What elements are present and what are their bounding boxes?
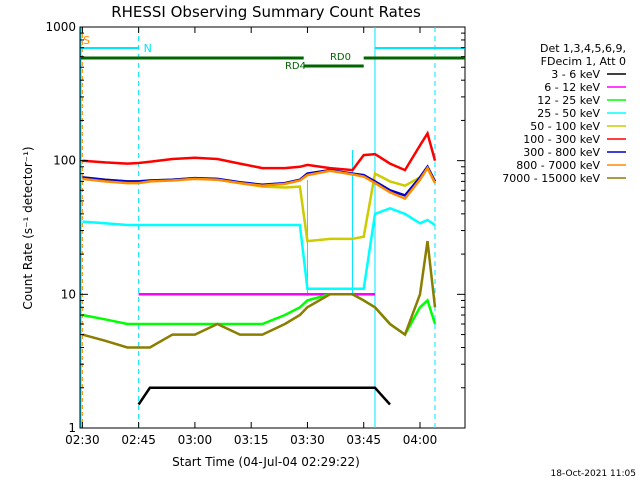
series-7	[82, 165, 437, 201]
saa-label: S	[83, 34, 90, 47]
legend-label-5: 100 - 300 keV	[523, 133, 600, 146]
series-0	[137, 386, 391, 406]
series-line-7	[82, 165, 437, 201]
series-5	[82, 130, 437, 172]
legend-label-7: 800 - 7000 keV	[516, 159, 600, 172]
legend-label-4: 50 - 100 keV	[530, 120, 600, 133]
x-tick-label: 03:00	[178, 433, 213, 447]
y-tick-label: 1	[68, 421, 76, 435]
series-line-4	[82, 164, 437, 243]
x-tick-label: 03:30	[290, 433, 325, 447]
series-line-5	[82, 130, 437, 172]
x-tick-label: 02:45	[121, 433, 156, 447]
night-label: N	[144, 42, 152, 55]
axis-ticks: 02:30 02:45 03:00 03:15 03:30 03:45 04:00 1 10 10…	[45, 20, 465, 447]
legend-header-2: FDecim 1, Att 0	[541, 55, 626, 68]
legend-header-1: Det 1,3,4,5,6,9,	[540, 42, 626, 55]
x-axis-label: Start Time (04-Jul-04 02:29:22)	[172, 455, 360, 469]
legend-label-1: 6 - 12 keV	[544, 81, 600, 94]
legend-label-8: 7000 - 15000 keV	[502, 172, 600, 185]
legend-label-2: 12 - 25 keV	[537, 94, 600, 107]
y-tick-label: 100	[53, 154, 76, 168]
series-line-3	[82, 206, 436, 291]
legend-label-6: 300 - 800 keV	[523, 146, 600, 159]
series-line-6	[82, 164, 437, 197]
series-line-8	[82, 240, 437, 349]
series-line-0	[137, 386, 391, 406]
series-4	[82, 164, 437, 243]
series-3	[82, 206, 436, 291]
plot-frame	[79, 26, 466, 429]
x-tick-label: 03:15	[234, 433, 269, 447]
series-6	[82, 164, 437, 197]
series-layer	[82, 130, 437, 406]
series-8	[82, 240, 437, 349]
chart-title: RHESSI Observing Summary Count Rates	[111, 3, 421, 21]
state-bands: S N RD0 RD4	[80, 27, 465, 428]
legend-label-0: 3 - 6 keV	[551, 68, 600, 81]
y-tick-label: 10	[61, 287, 76, 301]
y-tick-label: 1000	[45, 20, 76, 34]
rd0-label: RD0	[330, 52, 351, 63]
x-tick-label: 03:45	[346, 433, 381, 447]
date-stamp: 18-Oct-2021 11:05	[551, 469, 636, 479]
rd4-label: RD4	[285, 61, 306, 72]
x-tick-label: 04:00	[403, 433, 438, 447]
x-tick-label: 02:30	[65, 433, 100, 447]
y-axis-label: Count Rate (s⁻¹ detector⁻¹)	[21, 146, 35, 309]
legend-label-3: 25 - 50 keV	[537, 107, 600, 120]
